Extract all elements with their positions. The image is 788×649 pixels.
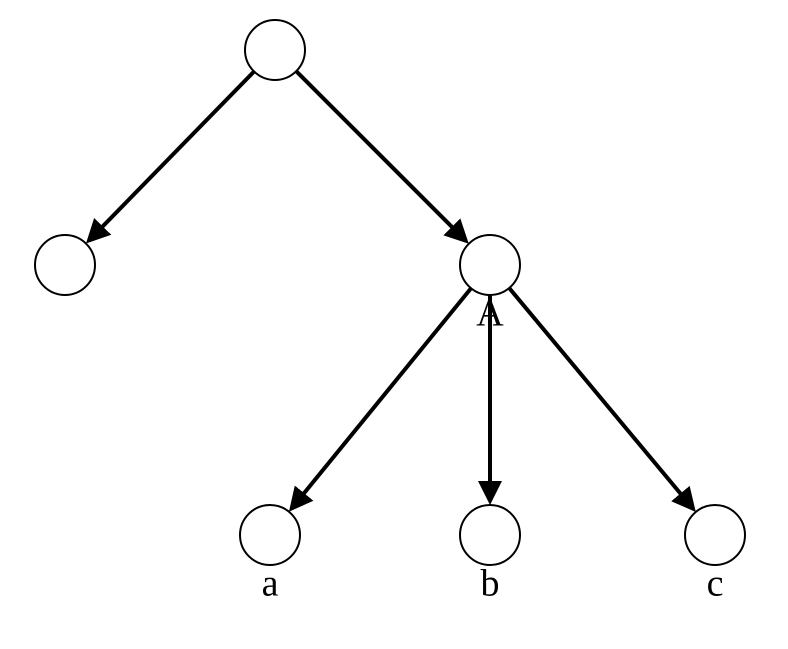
edges-group [89,71,693,509]
node-label-a: a [262,562,279,604]
tree-diagram: Aa b c [0,0,788,649]
node-left [35,235,95,295]
node-label-c: c [707,562,724,604]
node-root [245,20,305,80]
node-label-b: b [481,562,500,604]
edge-root-left [89,71,254,240]
edge-A-c [509,288,693,509]
node-b [460,505,520,565]
node-A [460,235,520,295]
node-label-A: A [476,292,504,334]
edge-root-A [296,71,466,241]
node-c [685,505,745,565]
nodes-group [35,20,745,565]
edge-A-a [291,288,471,508]
node-a [240,505,300,565]
